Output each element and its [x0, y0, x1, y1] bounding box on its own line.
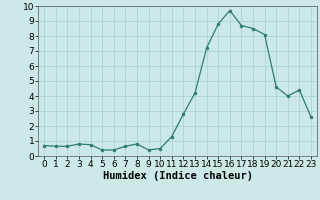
- X-axis label: Humidex (Indice chaleur): Humidex (Indice chaleur): [103, 171, 252, 181]
